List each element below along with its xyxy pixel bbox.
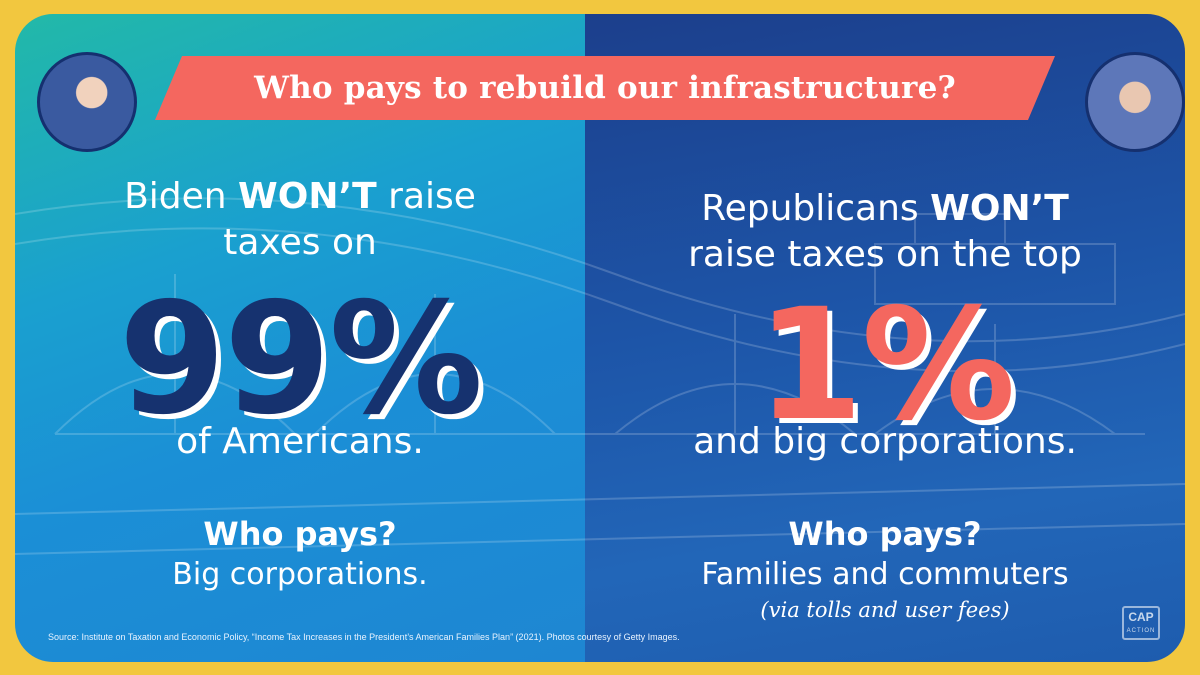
left-answer: Big corporations. [172, 557, 428, 592]
right-subline: and big corporations. [693, 421, 1077, 462]
biden-photo [37, 52, 137, 152]
right-note: (via tolls and user fees) [760, 598, 1010, 622]
infrastructure-sketch-illustration [15, 197, 1185, 555]
mcconnell-photo [1085, 52, 1185, 152]
title-banner: Who pays to rebuild our infrastructure? [155, 56, 1055, 120]
right-headline-pre: Republicans [701, 188, 931, 229]
left-headline-bold: WON’T [238, 176, 377, 217]
left-headline-post: raise [376, 176, 476, 217]
cap-action-logo: CAP ACTION [1122, 606, 1160, 640]
left-subline: of Americans. [176, 421, 424, 462]
logo-bottom-text: ACTION [1126, 628, 1156, 634]
left-headline: Biden WON’T raise taxes on [15, 174, 585, 266]
source-citation: Source: Institute on Taxation and Econom… [48, 632, 680, 642]
page-title: Who pays to rebuild our infrastructure? [254, 70, 956, 106]
logo-top-text: CAP [1128, 610, 1154, 624]
left-who-pays-label: Who pays? [203, 515, 397, 553]
right-big-number: 1% [756, 276, 1015, 455]
right-headline-bold: WON’T [930, 188, 1069, 229]
infographic-card: Who pays to rebuild our infrastructure? … [15, 14, 1185, 662]
right-answer: Families and commuters [701, 557, 1069, 592]
right-headline-line2: raise taxes on the top [688, 234, 1082, 275]
right-panel-background [585, 14, 1185, 662]
left-headline-line2: taxes on [223, 222, 377, 263]
left-big-number: 99% [118, 270, 484, 449]
right-who-pays-label: Who pays? [788, 515, 982, 553]
left-headline-pre: Biden [124, 176, 239, 217]
right-headline: Republicans WON’T raise taxes on the top [585, 186, 1185, 278]
